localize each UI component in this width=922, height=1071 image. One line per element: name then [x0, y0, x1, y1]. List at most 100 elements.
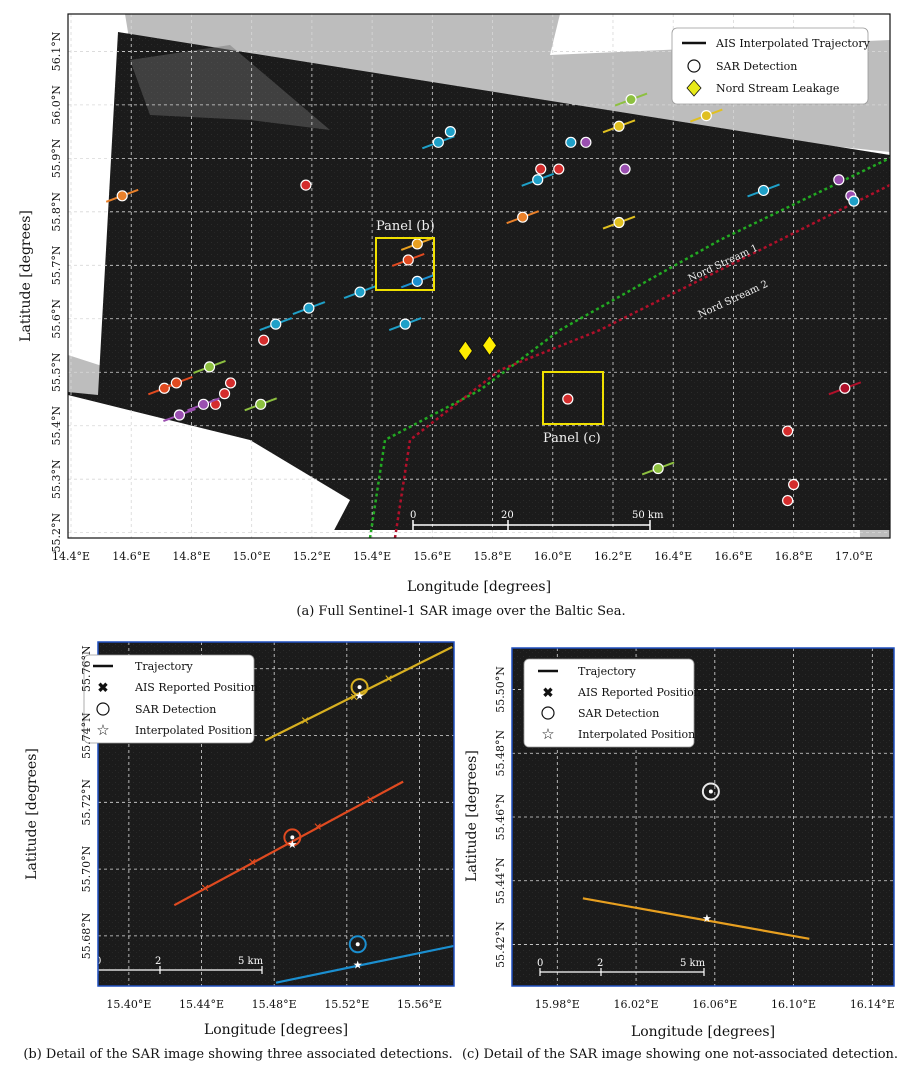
caption-b: (b) Detail of the SAR image showing thre…: [23, 1047, 452, 1062]
sar-detection: [839, 382, 851, 394]
sar-detection: [788, 478, 800, 491]
x-tick-label: 16.8°E: [775, 550, 813, 563]
y-tick-label: 55.46°N: [494, 793, 507, 840]
x-tick-label: 15.2°E: [293, 550, 331, 563]
sar-detection: [848, 195, 860, 207]
sar-detection: [203, 361, 216, 373]
sar-detection: [411, 238, 423, 250]
legend-b: ✖ ☆ Trajectory AIS Reported Position SAR…: [83, 654, 258, 744]
sar-detection: [197, 398, 210, 410]
x-axis-label-a: Longitude [degrees]: [407, 579, 551, 595]
detections-a: [105, 92, 862, 507]
sar-detection: [258, 334, 270, 346]
ais-position: ✕: [366, 794, 375, 807]
panel-b-label: Panel (b): [376, 219, 435, 234]
sar-detection: [270, 318, 282, 330]
x-tick-label: 16.10°E: [771, 998, 816, 1011]
scale-c-5: 5 km: [680, 958, 706, 969]
panel-c-box: [542, 371, 604, 425]
sar-detection: [565, 136, 577, 148]
sar-detection-dot: [708, 789, 713, 794]
legend-b-star-icon: ☆: [96, 721, 109, 739]
y-tick-label: 55.3°N: [50, 459, 63, 499]
legend-a-label: SAR Detection: [716, 60, 797, 73]
nord-stream-2-line: [393, 183, 890, 538]
sar-detection: [402, 254, 414, 266]
scale-a-0: 0: [410, 510, 416, 521]
y-axis-label-a: Latitude [degrees]: [18, 210, 34, 342]
panel-c-label: Panel (c): [543, 431, 601, 446]
trajectory-line: [264, 646, 453, 742]
x-tick-label: 14.4°E: [52, 550, 90, 563]
legend-c-label: SAR Detection: [578, 707, 659, 720]
x-tick-label: 15.44°E: [179, 998, 224, 1011]
legend-a: AIS Interpolated Trajectory SAR Detectio…: [671, 27, 871, 105]
outside-swath: [68, 395, 350, 538]
series-c: ★: [582, 782, 810, 940]
y-tick-label: 55.42°N: [494, 921, 507, 968]
scale-a-50: 50 km: [632, 510, 664, 521]
x-tick-label: 16.2°E: [594, 550, 632, 563]
x-tick-label: 15.0°E: [233, 550, 271, 563]
sar-detection: [833, 174, 845, 186]
legend-b-circle-icon: [96, 702, 110, 716]
sar-detection: [757, 184, 770, 197]
x-tick-label: 17.0°E: [835, 550, 873, 563]
sar-detection-ring: [348, 935, 367, 954]
sar-detection: [303, 302, 315, 314]
sar-image: [68, 32, 890, 530]
sar-detection: [173, 409, 186, 421]
sar-detection-ring: [701, 782, 720, 801]
sar-detection: [782, 425, 794, 437]
x-tick-label: 16.14°E: [850, 998, 895, 1011]
y-tick-label: 56.1°N: [50, 31, 63, 71]
sar-detection-dot: [355, 942, 360, 947]
interpolated-position: ★: [353, 958, 363, 971]
trajectory-line: [582, 897, 810, 940]
y-axis-label-b: Latitude [degrees]: [24, 748, 40, 880]
sar-detection: [399, 318, 411, 330]
scale-bar-a: 0 20 50 km: [410, 510, 664, 530]
x-tick-label: 14.8°E: [172, 550, 210, 563]
panel-a-frame: [67, 13, 891, 539]
y-tick-label: 55.8°N: [50, 192, 63, 232]
sar-detection: [613, 120, 625, 132]
legend-c-cross-icon: ✖: [543, 686, 554, 701]
scale-c-0: 0: [537, 958, 543, 969]
sar-detection: [553, 163, 565, 175]
panel-a: Panel (b) Panel (c) Nord Stream 1 Nord S…: [18, 13, 891, 619]
land-bright-patch: [130, 45, 330, 130]
x-tick-label: 15.98°E: [535, 998, 580, 1011]
sar-detection: [700, 109, 712, 122]
sar-detection-dot: [290, 835, 295, 840]
trajectory-line: [275, 944, 454, 984]
sar-detection: [116, 190, 128, 202]
scale-a-20: 20: [501, 510, 514, 521]
ais-position: ✕: [313, 821, 322, 834]
caption-c: (c) Detail of the SAR image showing one …: [462, 1047, 898, 1062]
y-tick-label: 55.5°N: [50, 352, 63, 392]
x-tick-label: 16.06°E: [692, 998, 737, 1011]
ais-position: ✕: [201, 882, 210, 895]
sar-detection: [444, 126, 456, 138]
sar-detection: [255, 398, 267, 410]
y-tick-label: 55.72°N: [80, 779, 93, 826]
leakage-marker: [457, 339, 474, 362]
y-tick-label: 55.76°N: [80, 645, 93, 692]
legend-b-label: AIS Reported Position: [134, 681, 258, 694]
sar-detection: [354, 286, 366, 298]
panel-c: ★ 0 2 5 km ✖ ☆ Trajectory AIS Reported P…: [462, 647, 898, 1062]
sar-detection: [652, 462, 664, 475]
scale-bar-c: 0 2 5 km: [537, 958, 706, 976]
y-tick-label: 55.70°N: [80, 845, 93, 892]
y-tick-label: 55.6°N: [50, 299, 63, 339]
y-tick-label: 55.44°N: [494, 857, 507, 904]
sar-detection: [619, 163, 631, 175]
x-tick-label: 15.56°E: [397, 998, 442, 1011]
legend-a-circle-icon: [687, 59, 701, 73]
y-tick-label: 55.50°N: [494, 666, 507, 713]
sar-detection: [432, 136, 444, 148]
interpolated-position: ★: [355, 689, 365, 702]
grid-b: [98, 642, 454, 986]
legend-b-cross-icon: ✖: [98, 681, 109, 696]
